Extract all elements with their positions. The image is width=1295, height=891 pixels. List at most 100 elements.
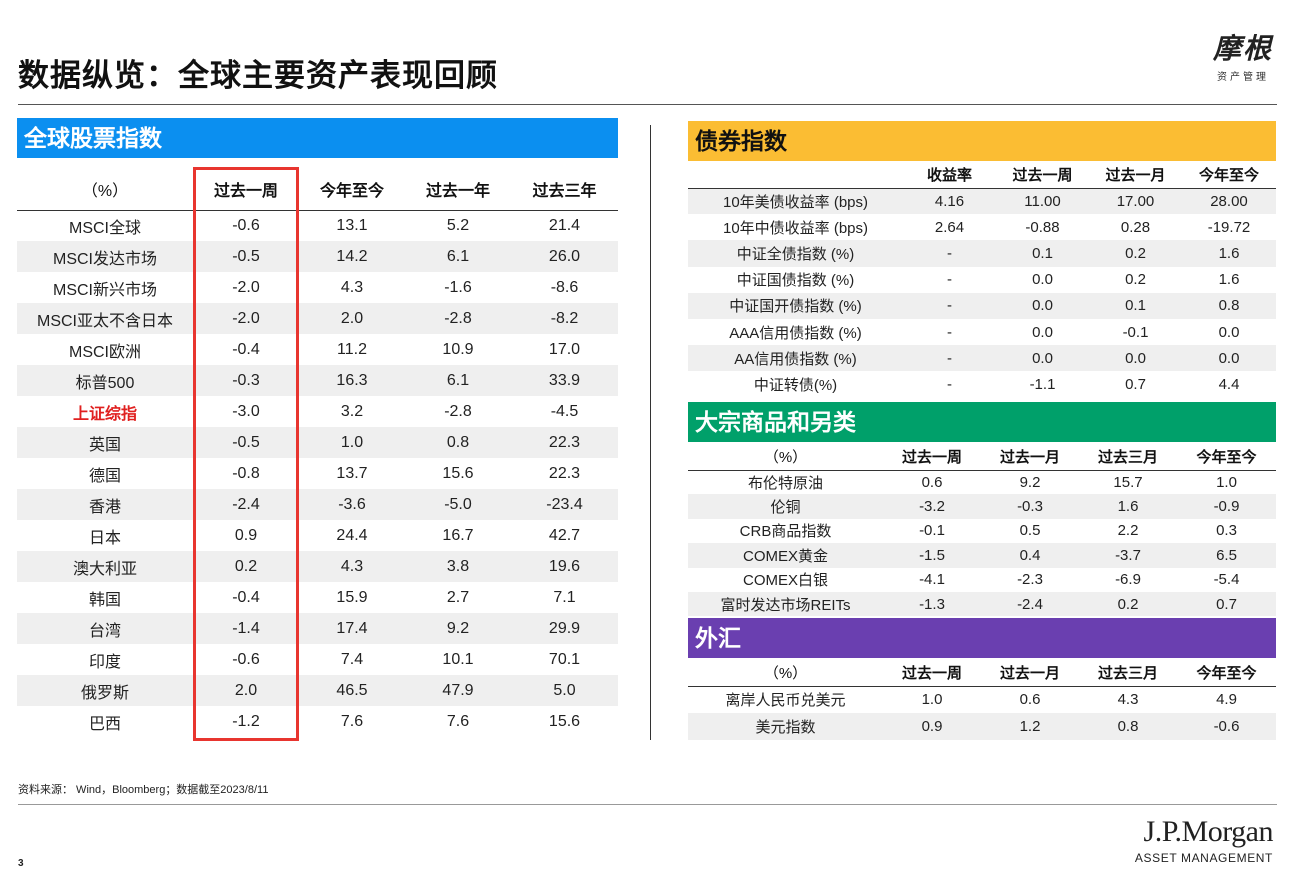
commodities-row-label: COMEX白银: [742, 572, 828, 590]
commodities-col-header: 过去一月: [981, 444, 1079, 471]
commodities-value-cell: -0.1: [919, 522, 945, 540]
equity-table-row: 澳大利亚 0.2 4.3 3.8 19.6: [17, 551, 618, 582]
bonds-value-cell: -: [903, 292, 996, 319]
fx-body: 离岸人民币兑美元 1.0 0.6 4.3 4.9 美元指数 0.9 1.2 0.8 -0.6: [688, 686, 1276, 740]
bonds-row-label: 中证国债指数 (%): [736, 272, 855, 290]
equity-value-cell: -1.6: [444, 278, 472, 296]
equity-col-header: 今年至今: [299, 168, 405, 211]
equity-table-row: 标普500 -0.3 16.3 6.1 33.9: [17, 365, 618, 396]
equity-value-cell: -0.6: [232, 216, 260, 234]
equity-value-cell: 24.4: [336, 526, 368, 544]
logo: 摩根 资产管理: [1213, 32, 1273, 83]
equity-value-cell: 10.1: [442, 650, 474, 668]
commodity-header-row: （%） 过去一周 过去一月 过去三月 今年至今: [688, 444, 1276, 471]
equity-row-label: 台湾: [17, 613, 193, 644]
fx-value-cell: 1.2: [981, 713, 1079, 740]
commodities-value-cell: 1.0: [1216, 473, 1237, 491]
commodities-col-header: 过去一周: [883, 444, 981, 471]
bonds-value-cell: 4.16: [903, 188, 996, 215]
equity-row-label: 上证综指: [72, 405, 137, 423]
fx-col-header: 过去一月: [981, 659, 1079, 687]
equity-row-label: MSCI新兴市场: [52, 281, 157, 299]
equity-value-cell: -4.5: [550, 402, 579, 420]
equity-row-label: 香港: [17, 489, 193, 520]
bonds-value-cell: 0.1: [1089, 292, 1182, 319]
bonds-row-label: 10年中债收益率 (bps): [722, 219, 869, 237]
bonds-value-cell: 11.00: [996, 188, 1089, 215]
commodities-table-row: 布伦特原油 0.6 9.2 15.7 1.0: [688, 470, 1276, 494]
fx-col-header: 过去三月: [1079, 659, 1177, 687]
equity-table-row: 台湾 -1.4 17.4 9.2 29.9: [17, 613, 618, 644]
bonds-row-label: 中证全债指数 (%): [688, 240, 903, 267]
bonds-row-label: 中证国开债指数 (%): [688, 292, 903, 319]
commodities-value-cell: -2.3: [1017, 571, 1043, 589]
bonds-value-cell: 0.28: [1120, 218, 1151, 236]
logo-main-text: 摩根: [1212, 32, 1273, 65]
brand-main-text: J.P.Morgan: [1143, 815, 1274, 848]
equity-table-row: 德国 -0.8 13.7 15.6 22.3: [17, 458, 618, 489]
equity-value-cell: -0.5: [193, 427, 299, 458]
equity-row-label: MSCI发达市场: [17, 241, 193, 272]
bonds-value-cell: 0.1: [996, 240, 1089, 267]
equity-value-cell: -0.3: [193, 365, 299, 396]
bonds-value-cell: -: [947, 323, 952, 341]
bonds-value-cell: 17.00: [1089, 188, 1182, 215]
equity-value-cell: -2.0: [232, 278, 260, 296]
commodities-value-cell: 9.2: [1019, 473, 1041, 491]
equity-header-row: （%） 过去一周 今年至今 过去一年 过去三年: [17, 168, 618, 211]
bonds-col-header: 过去一周: [996, 162, 1089, 189]
equity-value-cell: 15.9: [336, 588, 368, 606]
commodities-table-row: 富时发达市场REITs -1.3 -2.4 0.2 0.7: [688, 591, 1276, 617]
commodities-value-cell: -0.9: [1177, 494, 1276, 519]
fx-value-cell: 1.0: [921, 691, 943, 709]
equity-row-label: 印度: [88, 653, 121, 671]
fx-row-label: 美元指数: [688, 713, 883, 740]
commodities-row-label: 布伦特原油: [747, 474, 823, 492]
equity-value-cell: -0.4: [232, 588, 260, 606]
equity-value-cell: -5.0: [405, 489, 511, 520]
bond-table: 收益率 过去一周 过去一月 今年至今 10年美债收益率 (bps) 4.16 11.00 1…: [688, 162, 1276, 398]
bond-body: 10年美债收益率 (bps) 4.16 11.00 17.00 28.00 10年中债收益…: [688, 188, 1276, 398]
commodities-value-cell: -5.4: [1213, 571, 1240, 589]
bonds-value-cell: 0.0: [996, 345, 1089, 372]
equity-value-cell: -2.4: [193, 489, 299, 520]
equity-row-label: 俄罗斯: [17, 675, 193, 706]
equity-value-cell: -2.0: [193, 303, 299, 334]
bonds-value-cell: 0.0: [1182, 345, 1276, 372]
bonds-value-cell: -0.1: [1122, 323, 1149, 341]
commodities-value-cell: 2.2: [1117, 522, 1139, 540]
commodities-table-row: COMEX白银 -4.1 -2.3 -6.9 -5.4: [688, 568, 1276, 592]
equity-value-cell: -2.8: [405, 303, 511, 334]
fx-value-cell: 4.9: [1216, 691, 1237, 709]
commodities-value-cell: -2.4: [981, 591, 1079, 617]
equity-value-cell: 21.4: [548, 216, 581, 234]
page-number: 3: [18, 858, 24, 869]
equity-value-cell: 2.0: [299, 303, 405, 334]
equity-value-cell: 3.8: [405, 551, 511, 582]
commodities-row-label: COMEX黄金: [688, 543, 883, 568]
brand-logo: J.P.Morgan ASSET MANAGEMENT: [1135, 815, 1274, 866]
equity-row-label: MSCI欧洲: [68, 343, 141, 361]
commodities-value-cell: 0.3: [1216, 522, 1237, 540]
equity-table-row: 日本 0.9 24.4 16.7 42.7: [17, 520, 618, 551]
equity-value-cell: -3.6: [299, 489, 405, 520]
equity-value-cell: 7.4: [340, 650, 364, 668]
fx-value-cell: 4.3: [1117, 691, 1139, 709]
commodities-col-header: （%）: [688, 444, 883, 471]
equity-value-cell: 19.6: [511, 551, 618, 582]
bonds-col-header: 收益率: [903, 162, 996, 189]
equity-row-label: 澳大利亚: [17, 551, 193, 582]
equity-table-row: MSCI全球 -0.6 13.1 5.2 21.4: [17, 210, 618, 241]
equity-value-cell: 7.1: [553, 588, 576, 606]
bonds-table-row: 中证国开债指数 (%) -0.0 0.1 0.8: [688, 292, 1276, 319]
equity-row-label: 日本: [88, 529, 121, 547]
equity-row-label: 韩国: [88, 591, 121, 609]
equity-value-cell: 7.6: [446, 712, 470, 730]
fx-value-cell: 0.9: [883, 713, 981, 740]
equity-table-row: 印度 -0.6 7.4 10.1 70.1: [17, 644, 618, 675]
equity-value-cell: 11.2: [337, 340, 367, 358]
equity-value-cell: 7.6: [340, 712, 364, 730]
commodities-col-header: 今年至今: [1177, 444, 1276, 471]
equity-value-cell: -0.6: [232, 650, 260, 668]
commodities-value-cell: -3.2: [883, 494, 981, 519]
